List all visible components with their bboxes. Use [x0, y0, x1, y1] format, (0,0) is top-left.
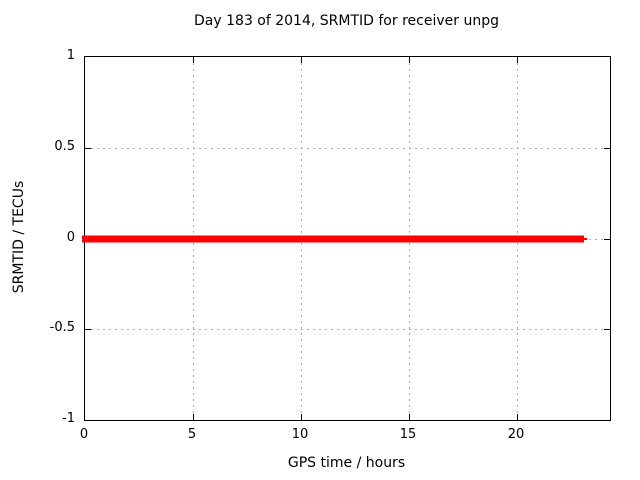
y-tick-label: 1 [66, 48, 75, 63]
y-tick-mirror [604, 329, 610, 330]
x-tick-label: 5 [187, 427, 197, 442]
x-tick-mirror [517, 57, 518, 63]
x-tick-label: 10 [291, 427, 309, 442]
y-tick-mirror [604, 239, 610, 240]
data-line-end-cap [584, 237, 588, 240]
x-tick-label: 15 [399, 427, 417, 442]
plot-area [82, 56, 611, 421]
y-axis-label: SRMTID / TECUs [11, 180, 27, 294]
y-tick [85, 329, 91, 330]
x-tick [301, 414, 302, 420]
chart-title: Day 183 of 2014, SRMTID for receiver unp… [194, 13, 499, 29]
x-tick [409, 414, 410, 420]
x-tick-mirror [301, 57, 302, 63]
x-tick [193, 414, 194, 420]
y-tick-label: -1 [62, 411, 75, 426]
x-axis-label: GPS time / hours [287, 455, 406, 471]
y-gridline [85, 148, 610, 149]
y-tick-label: -0.5 [49, 320, 75, 335]
y-gridline [85, 329, 610, 330]
y-tick-mirror [604, 148, 610, 149]
y-tick-label: 0.5 [54, 139, 75, 154]
x-tick-mirror [409, 57, 410, 63]
y-tick [85, 148, 91, 149]
x-tick-label: 0 [79, 427, 89, 442]
x-tick-label: 20 [507, 427, 525, 442]
x-tick [517, 414, 518, 420]
y-tick-label: 0 [66, 230, 75, 245]
x-tick-mirror [193, 57, 194, 63]
data-line-srmtid [82, 235, 585, 242]
